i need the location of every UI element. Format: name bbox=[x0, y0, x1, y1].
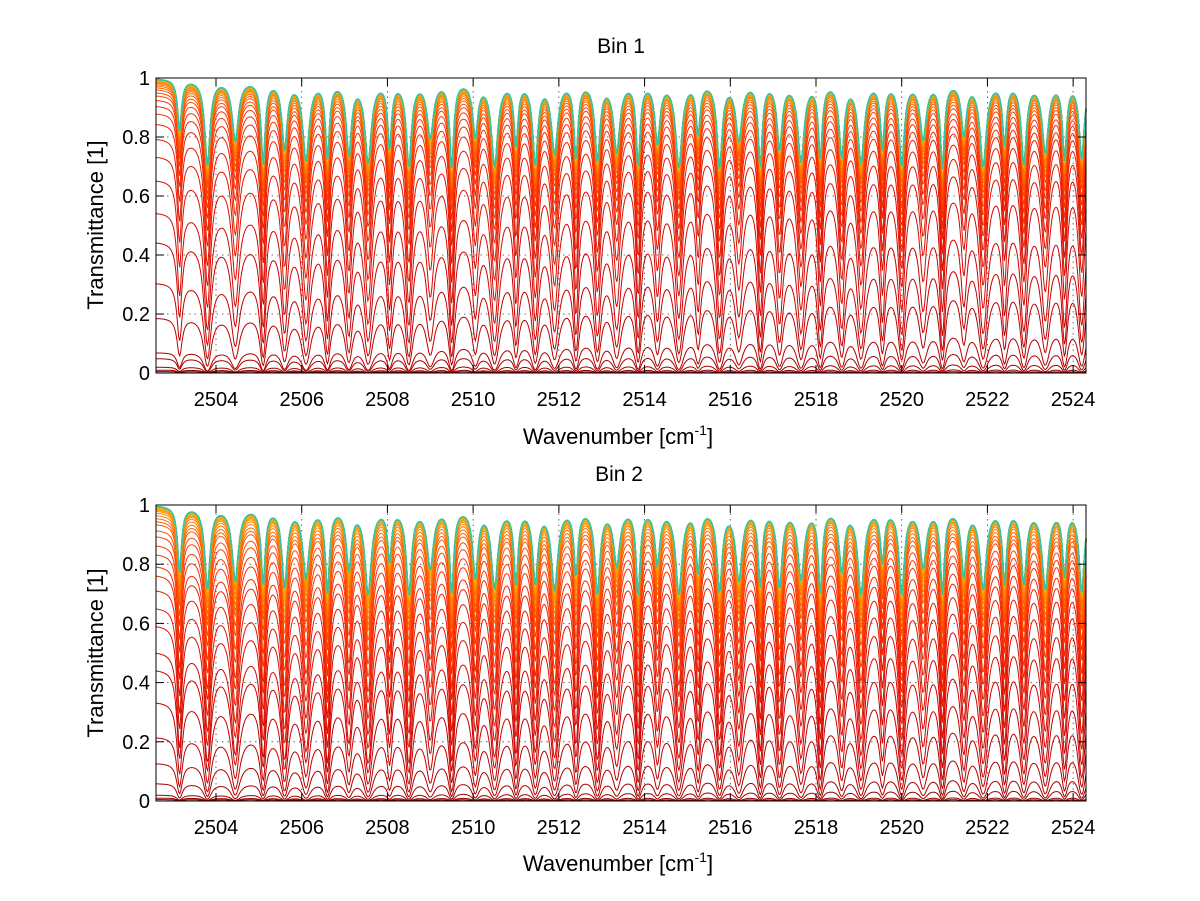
series-line-19 bbox=[155, 530, 1087, 643]
x-tick-label: 2510 bbox=[451, 817, 496, 839]
x-axis-label: Wavenumber [cm-1] bbox=[523, 422, 713, 449]
x-tick-label: 2522 bbox=[965, 389, 1010, 411]
series-line-2 bbox=[156, 799, 1087, 802]
y-tick-label: 0.4 bbox=[122, 673, 150, 695]
series-line-8 bbox=[155, 271, 1087, 360]
series-line-5 bbox=[156, 780, 1087, 800]
series-line-14 bbox=[155, 575, 1087, 704]
series-line-12 bbox=[155, 156, 1087, 287]
plot-frame bbox=[155, 504, 1087, 802]
x-tick-label: 2522 bbox=[965, 817, 1010, 839]
x-tick-label: 2510 bbox=[451, 389, 496, 411]
x-tick-label: 2520 bbox=[879, 389, 924, 411]
series-group bbox=[155, 78, 1087, 374]
chart-title: Bin 2 bbox=[595, 463, 643, 486]
chart-title: Bin 1 bbox=[597, 35, 645, 58]
panel-bin-2: Bin 2 2504 2506 2508 2510 2512 2514 2516 2518 25… bbox=[83, 463, 1095, 876]
x-tick-label: 2504 bbox=[194, 817, 239, 839]
x-axis-label: Wavenumber [cm-1] bbox=[523, 849, 713, 876]
series-line-9 bbox=[155, 239, 1087, 347]
series-line-4 bbox=[156, 364, 1087, 374]
y-tick-label: 0.6 bbox=[122, 613, 150, 635]
series-line-10 bbox=[155, 202, 1087, 331]
x-tick-label: 2518 bbox=[794, 817, 839, 839]
series-line-15 bbox=[155, 566, 1087, 693]
series-line-16 bbox=[155, 554, 1087, 677]
x-tick-label: 2508 bbox=[365, 389, 410, 411]
series-line-2 bbox=[156, 371, 1087, 374]
series-line-14 bbox=[155, 124, 1087, 247]
x-tick-label: 2506 bbox=[279, 817, 324, 839]
series-group bbox=[155, 505, 1087, 802]
x-tick-label: 2518 bbox=[794, 389, 839, 411]
y-axis-label: Transmittance [1] bbox=[83, 140, 108, 309]
y-tick-label: 0.8 bbox=[122, 127, 150, 149]
y-tick-label: 0 bbox=[139, 791, 150, 813]
series-line-11 bbox=[155, 626, 1087, 750]
series-line-40 bbox=[155, 505, 1087, 598]
series-line-5 bbox=[156, 354, 1087, 373]
series-line-6 bbox=[156, 337, 1087, 372]
series-line-7 bbox=[155, 300, 1087, 367]
y-tick-label: 1 bbox=[139, 495, 150, 517]
x-tick-label: 2524 bbox=[1051, 389, 1096, 411]
axis-ticks: 2504 2506 2508 2510 2512 2514 2516 2518 2520 2522… bbox=[122, 495, 1095, 839]
y-tick-label: 0.4 bbox=[122, 245, 150, 267]
x-tick-label: 2512 bbox=[537, 389, 582, 411]
x-tick-label: 2504 bbox=[194, 389, 239, 411]
x-tick-label: 2512 bbox=[537, 817, 582, 839]
panel-bin-1: Bin 1 2504 2506 2508 2510 2512 2514 2516 2518 25… bbox=[83, 35, 1095, 449]
y-axis-label: Transmittance [1] bbox=[83, 568, 108, 737]
y-tick-label: 0 bbox=[139, 363, 150, 385]
series-line-9 bbox=[155, 670, 1087, 775]
series-line-16 bbox=[155, 106, 1087, 220]
x-tick-label: 2514 bbox=[622, 389, 667, 411]
series-line-3 bbox=[155, 369, 1087, 374]
x-tick-label: 2524 bbox=[1051, 817, 1096, 839]
series-line-17 bbox=[155, 545, 1087, 665]
series-line-6 bbox=[155, 760, 1087, 798]
series-line-15 bbox=[155, 113, 1087, 232]
x-tick-label: 2516 bbox=[708, 817, 753, 839]
axis-ticks: 2504 2506 2508 2510 2512 2514 2516 2518 2520 2522… bbox=[122, 68, 1095, 411]
series-line-7 bbox=[155, 732, 1087, 794]
x-tick-label: 2516 bbox=[708, 389, 753, 411]
y-tick-label: 0.6 bbox=[122, 186, 150, 208]
y-tick-label: 0.8 bbox=[122, 554, 150, 576]
series-line-8 bbox=[155, 702, 1087, 785]
series-line-13 bbox=[155, 590, 1087, 721]
series-line-17 bbox=[155, 100, 1087, 211]
series-line-13 bbox=[155, 139, 1087, 267]
series-line-40 bbox=[155, 78, 1087, 171]
series-line-12 bbox=[155, 608, 1087, 736]
series-line-10 bbox=[155, 652, 1087, 765]
y-tick-label: 1 bbox=[139, 68, 150, 90]
y-tick-label: 0.2 bbox=[122, 732, 150, 754]
series-line-4 bbox=[156, 790, 1087, 801]
plot-frame bbox=[155, 77, 1087, 374]
series-line-18 bbox=[155, 536, 1087, 651]
x-tick-label: 2514 bbox=[622, 817, 667, 839]
x-tick-label: 2508 bbox=[365, 817, 410, 839]
x-tick-label: 2520 bbox=[879, 817, 924, 839]
y-tick-label: 0.2 bbox=[122, 304, 150, 326]
series-line-11 bbox=[155, 176, 1087, 308]
x-tick-label: 2506 bbox=[279, 389, 324, 411]
series-line-3 bbox=[156, 797, 1087, 802]
